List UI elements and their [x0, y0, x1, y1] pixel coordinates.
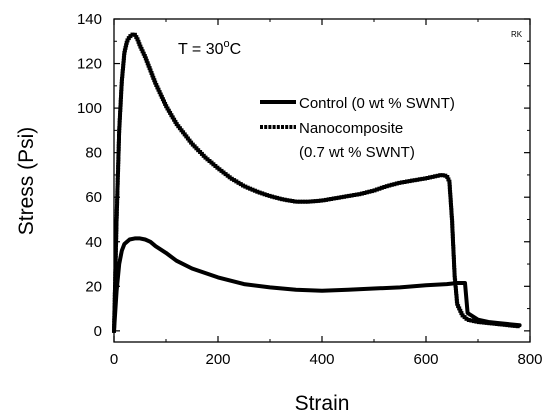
nanocomposite-marker — [516, 324, 520, 328]
series-control-line — [114, 238, 520, 331]
y-tick-label: 140 — [77, 11, 102, 28]
legend-control-label: Control (0 wt % SWNT) — [299, 95, 455, 112]
x-axis-ticks: 0 200 400 600 800 — [110, 19, 543, 368]
x-tick-label: 0 — [110, 351, 118, 368]
x-tick-label: 200 — [205, 351, 230, 368]
y-tick-label: 40 — [85, 234, 102, 251]
corner-mark: RK — [511, 30, 523, 39]
x-axis-title: Strain — [295, 392, 350, 413]
y-tick-label: 60 — [85, 189, 102, 206]
temperature-unit: C — [230, 41, 242, 58]
y-axis-title: Stress (Psi) — [15, 127, 38, 236]
legend-nanocomposite-label: Nanocomposite — [299, 120, 403, 137]
y-tick-label: 120 — [77, 56, 102, 73]
x-tick-label: 400 — [309, 351, 334, 368]
x-tick-label: 800 — [517, 351, 542, 368]
x-tick-label: 600 — [413, 351, 438, 368]
temperature-annotation-text: T = 30 — [178, 41, 224, 58]
legend: Control (0 wt % SWNT) Nanocomposite (0.7… — [260, 95, 455, 161]
series-nanocomposite-markers — [112, 33, 520, 333]
y-tick-label: 100 — [77, 100, 102, 117]
temperature-annotation: T = 30oC — [178, 38, 241, 58]
y-tick-label: 20 — [85, 278, 102, 295]
y-tick-label: 0 — [94, 323, 102, 340]
legend-nanocomposite-label-line2: (0.7 wt % SWNT) — [299, 144, 415, 161]
series-nanocomposite-line — [114, 35, 520, 331]
y-tick-label: 80 — [85, 145, 102, 162]
series-layer — [112, 33, 520, 333]
